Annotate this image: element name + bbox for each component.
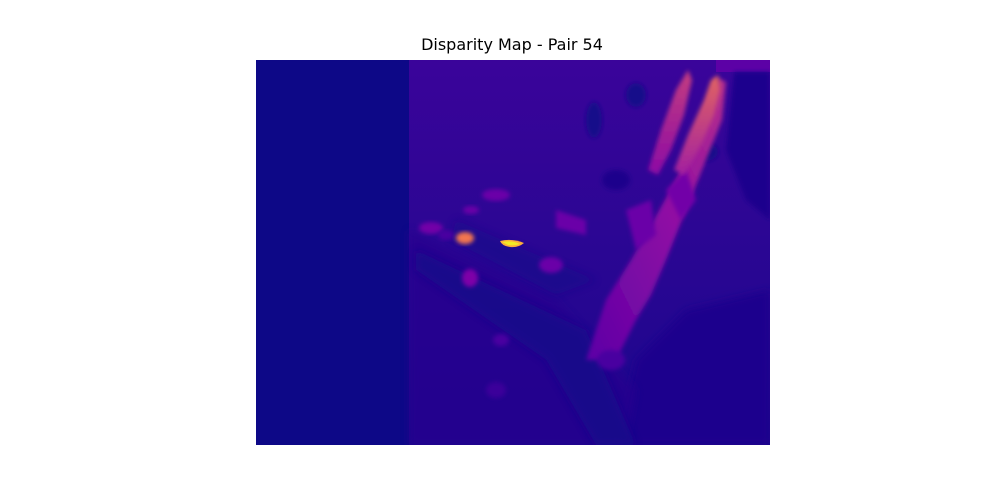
disparity-map-image bbox=[256, 60, 770, 445]
plot-title: Disparity Map - Pair 54 bbox=[421, 35, 603, 54]
